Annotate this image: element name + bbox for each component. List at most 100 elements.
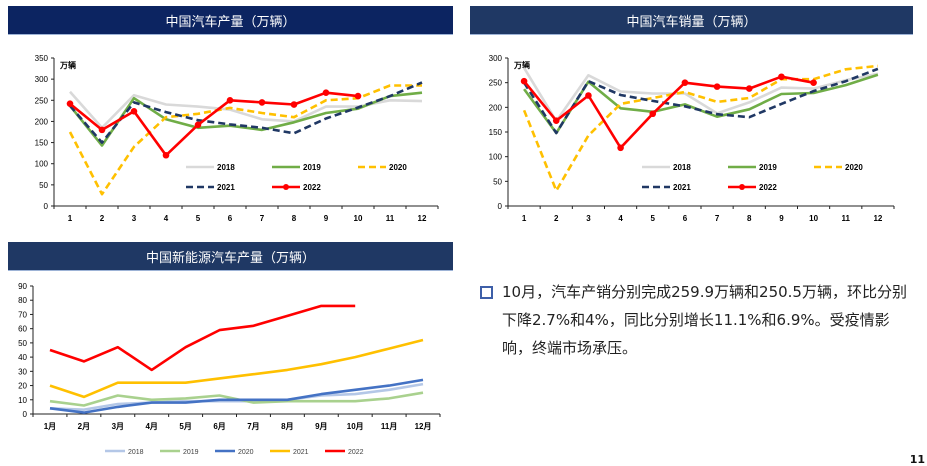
y-tick-label: 60 [18,325,27,334]
x-tick-label: 7 [715,214,720,223]
y-tick-label: 90 [18,282,27,291]
x-tick-label: 3 [586,214,591,223]
data-point-2022 [520,77,528,85]
x-tick-label: 11 [386,214,395,223]
unit-label: 万辆 [59,60,76,70]
x-tick-label: 4 [618,214,623,223]
x-tick-label: 1 [522,214,527,223]
y-tick-label: 250 [489,79,503,88]
legend-label-2021: 2021 [217,183,235,192]
x-tick-label: 11 [842,214,851,223]
y-tick-label: 50 [493,177,502,186]
data-point-2022 [290,101,298,108]
data-point-2022 [194,121,202,129]
x-tick-label: 10 [354,214,363,223]
x-tick-label: 3 [132,214,137,223]
legend-label-2019: 2019 [759,163,777,172]
x-tick-label: 6 [228,214,233,223]
x-tick-label: 12 [873,214,882,223]
y-tick-label: 50 [18,339,27,348]
series-line-2020 [49,378,424,414]
legend-label-2022: 2022 [348,449,364,456]
x-tick-label: 6月 [213,422,225,431]
series-line-2020 [522,64,879,192]
legend-label-2020: 2020 [238,449,254,456]
hollow-square-bullet-icon [480,286,493,299]
y-tick-label: 350 [35,54,49,63]
y-tick-label: 50 [39,181,48,190]
legend-marker-2022 [283,184,289,190]
x-tick-label: 5月 [179,422,191,431]
data-point-2022 [130,107,138,115]
data-point-2022 [226,96,234,104]
x-tick-label: 7月 [247,422,259,431]
y-tick-label: 40 [18,353,27,362]
sales-chart-title: 中国汽车销量（万辆） [626,14,757,30]
y-tick-label: 20 [18,382,27,391]
x-tick-label: 12月 [415,422,432,431]
legend-label-2022: 2022 [303,183,321,192]
data-point-2022 [810,79,817,86]
data-point-2022 [552,117,560,124]
x-tick-label: 7 [260,214,265,223]
production-chart-header: 中国汽车产量（万辆） [8,6,453,34]
series-line-2018 [49,382,424,411]
production-chart-title: 中国汽车产量（万辆） [165,14,296,30]
x-tick-label: 2 [554,214,559,223]
nev-chart-header: 中国新能源汽车产量（万辆） [8,242,453,270]
legend-label-2019: 2019 [303,163,321,172]
x-tick-label: 3月 [112,422,124,431]
y-tick-label: 100 [35,160,49,169]
data-point-2022 [617,144,624,152]
legend-marker-2022 [739,184,745,190]
legend-label-2020: 2020 [845,163,863,172]
legend-label-2018: 2018 [673,163,691,172]
y-tick-label: 250 [35,96,49,105]
legend-label-2020: 2020 [389,163,407,172]
legend-label-2018: 2018 [217,163,235,172]
x-tick-label: 4月 [145,422,157,431]
x-tick-label: 6 [683,214,688,223]
data-point-2022 [322,89,330,96]
legend-label-2021: 2021 [673,183,691,192]
y-tick-label: 200 [489,103,503,112]
y-tick-label: 80 [18,296,27,305]
y-tick-label: 100 [489,153,503,162]
y-tick-label: 70 [18,310,27,319]
y-tick-label: 30 [18,367,27,376]
x-tick-label: 8 [292,214,297,223]
x-tick-label: 5 [651,214,656,223]
x-tick-label: 12 [418,214,427,223]
nev-production-line-chart: 0 10 20 30 40 50 60 70 80 90 1月 2月 3月 4月 5月 6月 7月 8月 9月 10月… [18,282,441,456]
series-line-2020 [68,84,422,196]
x-tick-label: 9月 [315,422,327,431]
y-tick-label: 0 [23,410,28,419]
y-tick-label: 0 [44,202,49,211]
summary-text: 10月，汽车产销分别完成259.9万辆和250.5万辆，环比分别下降2.7%和4… [502,283,907,357]
x-tick-label: 1 [68,214,73,223]
data-point-2022 [98,126,106,134]
data-point-2022 [354,92,362,100]
series-line-2019 [68,91,423,147]
data-point-2022 [162,151,170,159]
y-tick-label: 150 [489,128,503,137]
x-tick-label: 8 [747,214,752,223]
x-tick-label: 9 [779,214,784,223]
unit-label: 万辆 [513,60,530,70]
y-tick-label: 10 [18,396,27,405]
x-tick-label: 10 [809,214,818,223]
series-line-2022 [49,304,356,372]
y-tick-label: 200 [35,117,49,126]
x-tick-label: 5 [196,214,201,223]
series-line-2022 [69,91,359,157]
sales-chart-header: 中国汽车销量（万辆） [470,6,913,34]
x-tick-label: 1月 [44,422,56,431]
series-line-2018 [69,90,423,130]
data-point-2022 [778,73,785,81]
data-point-2022 [745,85,753,92]
series-line-2021 [49,338,424,399]
data-point-2022 [585,92,592,99]
legend-label-2019: 2019 [183,449,199,456]
